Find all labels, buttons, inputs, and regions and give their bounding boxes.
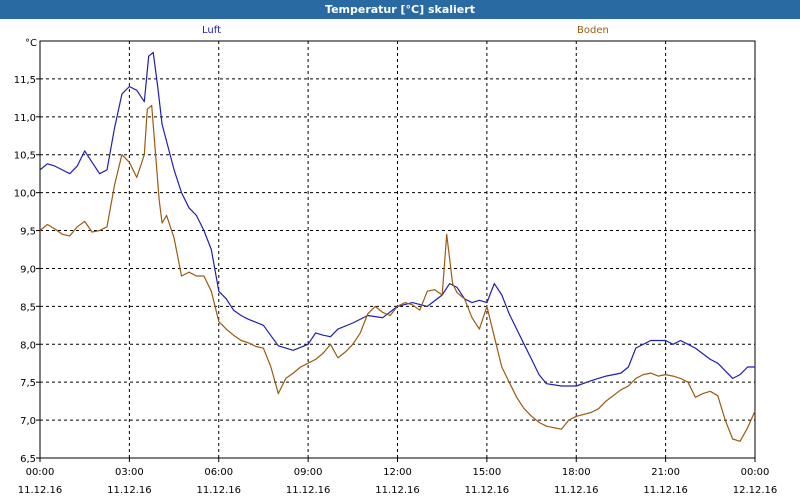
- x-tick-time: 06:00: [204, 467, 233, 478]
- y-tick-label: 6,5: [20, 454, 36, 465]
- x-tick-date: 11.12.16: [286, 485, 331, 496]
- grid: [40, 41, 755, 458]
- x-tick-time: 18:00: [562, 467, 591, 478]
- x-tick-time: 00:00: [741, 467, 770, 478]
- x-tick-labels: 00:00 11.12.16 03:00 11.12.16 06:00 11.12.16 0…: [18, 467, 778, 496]
- plot-frame: [39, 40, 756, 459]
- x-tick-time: 21:00: [651, 467, 680, 478]
- y-tick-label: 7,5: [20, 378, 36, 389]
- x-tick-time: 15:00: [472, 467, 501, 478]
- x-tick-time: 09:00: [294, 467, 323, 478]
- x-tick-date: 11.12.16: [643, 485, 688, 496]
- series-lines: [39, 51, 756, 442]
- axes: [36, 40, 756, 462]
- x-tick-time: 03:00: [115, 467, 144, 478]
- x-tick-time: 12:00: [383, 467, 412, 478]
- series-line-luft: [39, 51, 755, 387]
- y-tick-label: 11,0: [14, 113, 36, 124]
- x-tick-date: 11.12.16: [107, 485, 152, 496]
- y-tick-label: 9,5: [20, 227, 36, 238]
- y-tick-label: 11,5: [14, 75, 36, 86]
- y-tick-labels: 6,5 7,0 7,5 8,0 8,5 9,0 9,5 10,0 10,5 11,0 11,5: [14, 75, 36, 465]
- y-axis-unit: °C: [25, 38, 37, 49]
- x-tick-date: 11.12.16: [554, 485, 599, 496]
- legend-boden: Boden: [577, 25, 609, 36]
- x-tick-date: 11.12.16: [196, 485, 241, 496]
- y-tick-label: 10,0: [14, 189, 36, 200]
- y-tick-label: 8,0: [20, 340, 36, 351]
- y-tick-label: 8,5: [20, 302, 36, 313]
- x-tick-date: 11.12.16: [465, 485, 510, 496]
- y-tick-label: 9,0: [20, 264, 36, 275]
- x-tick-date: 11.12.16: [18, 485, 63, 496]
- y-tick-label: 7,0: [20, 416, 36, 427]
- x-tick-date: 11.12.16: [375, 485, 420, 496]
- x-tick-date: 12.12.16: [733, 485, 778, 496]
- legend-luft: Luft: [202, 25, 221, 36]
- x-tick-time: 00:00: [26, 467, 55, 478]
- chart-title: Temperatur [°C] skaliert: [0, 0, 800, 19]
- series-line-boden: [39, 104, 756, 442]
- y-tick-label: 10,5: [14, 151, 36, 162]
